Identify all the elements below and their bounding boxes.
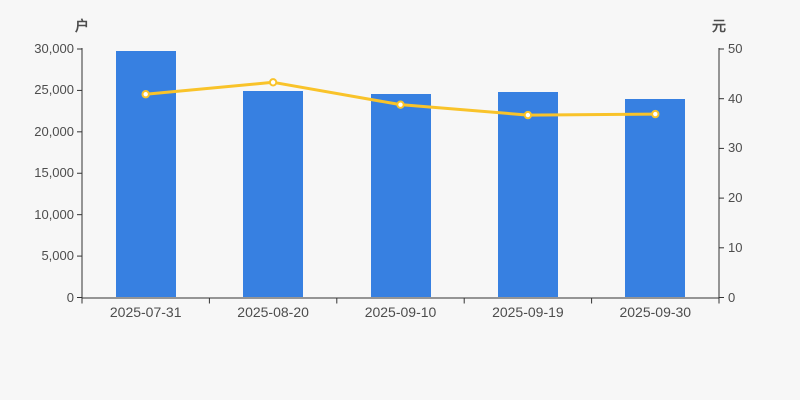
left-axis-tick-label: 20,000 (34, 123, 74, 139)
right-axis-unit-label: 元 (712, 18, 726, 34)
bar-2025-07-31[interactable] (115, 50, 176, 298)
right-axis-tick-label: 30 (728, 140, 743, 156)
right-axis-tick-label: 10 (728, 239, 743, 255)
line-marker-2025-08-20[interactable] (268, 78, 278, 87)
bar-2025-09-10[interactable] (370, 93, 431, 298)
left-axis-tick-label: 30,000 (34, 41, 74, 56)
left-axis-tick-label: 25,000 (34, 82, 74, 98)
right-axis-tick-label: 50 (728, 41, 743, 56)
right-axis-tick-label: 0 (728, 289, 736, 305)
bar-2025-09-19[interactable] (497, 91, 558, 298)
left-axis-tick-label: 10,000 (34, 206, 74, 222)
left-axis-tick-label: 15,000 (34, 165, 74, 181)
x-axis-category-label: 2025-09-10 (364, 304, 437, 320)
left-axis-tick-label: 0 (66, 289, 74, 305)
left-axis-tick-label: 5,000 (41, 248, 74, 264)
bar-2025-08-20[interactable] (243, 90, 304, 298)
x-axis-category-label: 2025-07-31 (109, 304, 182, 320)
x-axis-category-label: 2025-09-30 (619, 304, 692, 320)
x-axis-category-label: 2025-09-19 (492, 304, 564, 320)
right-axis-tick-label: 40 (728, 90, 743, 106)
x-axis-category-label: 2025-08-20 (237, 304, 309, 320)
left-axis-unit-label: 户 (75, 18, 89, 34)
right-axis-tick-label: 20 (728, 190, 743, 206)
bar-2025-09-30[interactable] (625, 99, 686, 298)
